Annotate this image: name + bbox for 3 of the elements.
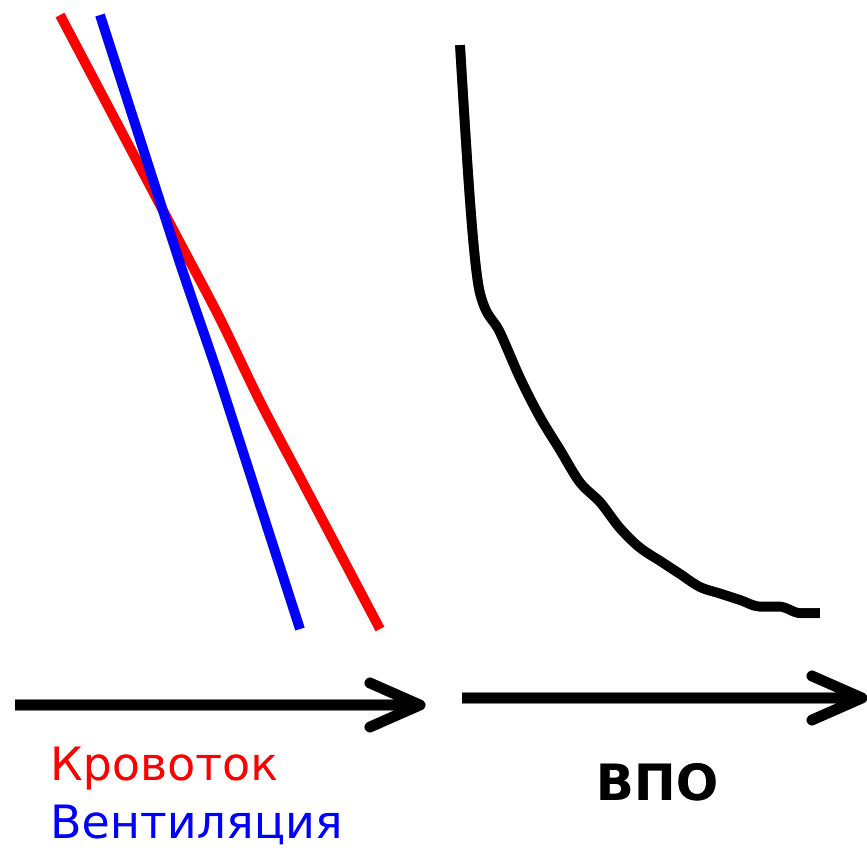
x-axis-title: ВПО	[596, 754, 718, 812]
text: Вентиляция	[50, 795, 343, 849]
text: Кровоток	[50, 737, 278, 791]
